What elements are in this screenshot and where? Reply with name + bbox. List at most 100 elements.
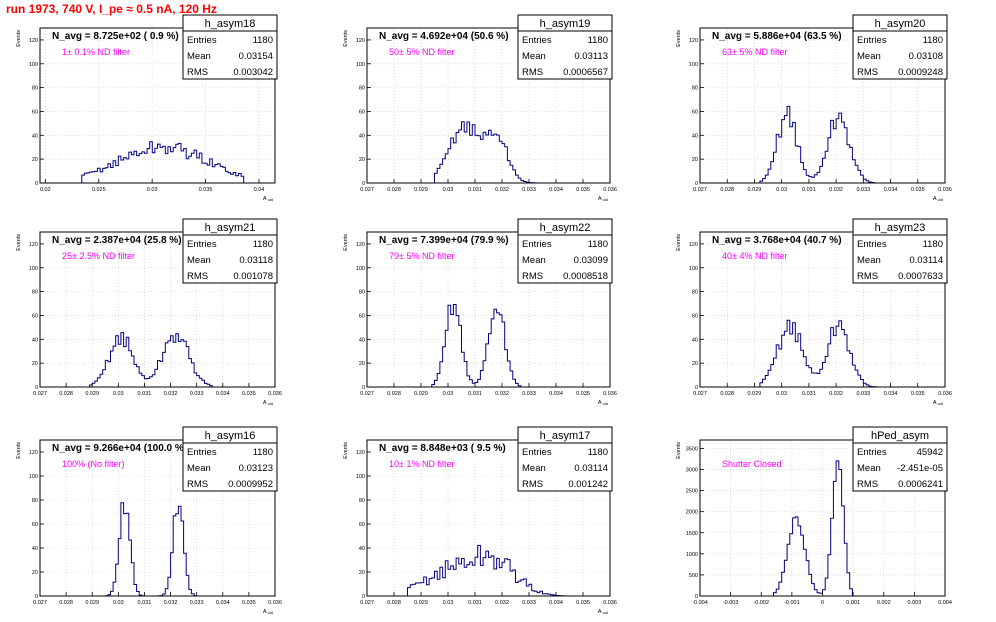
x-axis-label: A uid	[933, 400, 943, 406]
filter-annotation: 100% (No filter)	[62, 459, 125, 469]
x-tick-label: 0.03	[776, 391, 787, 397]
stats-box: h_asym21 Entries 1180 Mean 0.03118 RMS 0.00107…	[182, 218, 278, 284]
filter-annotation: Shutter Closed	[722, 459, 782, 469]
x-tick-label: 0.032	[164, 391, 178, 397]
x-tick-label: 0.033	[522, 391, 536, 397]
x-tick-label: 0.031	[138, 391, 152, 397]
histogram-name: h_asym16	[205, 430, 256, 442]
x-tick-label: 0.036	[603, 391, 617, 397]
y-tick-label: 100	[356, 266, 365, 272]
x-tick-label: 0.033	[190, 391, 204, 397]
y-tick-label: 60	[692, 109, 698, 115]
x-tick-label: 0.035	[576, 391, 590, 397]
y-tick-label: 3000	[686, 468, 698, 474]
stat-label: RMS	[857, 479, 878, 490]
histogram-line	[40, 141, 275, 184]
stats-body-box	[852, 442, 948, 492]
stat-value: 0.03113	[574, 51, 608, 62]
x-tick-label: 0.029	[85, 391, 99, 397]
histogram-name: h_asym18	[205, 18, 256, 30]
stats-box: h_asym22 Entries 1180 Mean 0.03099 RMS 0.00085…	[517, 218, 613, 284]
y-tick-label: 60	[692, 313, 698, 319]
x-tick-label: 0.027	[33, 391, 47, 397]
y-tick-label: 0	[695, 385, 698, 391]
y-tick-label: 20	[692, 361, 698, 367]
x-tick-label: 0.003	[907, 600, 921, 606]
y-tick-label: 40	[692, 337, 698, 343]
x-tick-label: 0.027	[693, 187, 707, 193]
stat-label: Mean	[522, 51, 546, 62]
x-tick-label: 0.027	[360, 391, 374, 397]
x-tick-label: 0.001	[846, 600, 860, 606]
x-tick-label: -0.002	[753, 600, 769, 606]
plot-frame	[366, 231, 611, 388]
stat-value: 0.0009248	[898, 67, 943, 78]
stat-value: 0.0006567	[563, 67, 608, 78]
x-tick-label: 0	[821, 600, 824, 606]
x-axis-label: A uid	[263, 609, 273, 615]
x-tick-label: 0.028	[387, 187, 401, 193]
x-tick-label: 0.031	[802, 187, 816, 193]
stat-label: Mean	[187, 51, 211, 62]
y-tick-label: 40	[32, 337, 38, 343]
y-tick-label: 20	[359, 157, 365, 163]
y-axis-label: Events	[343, 234, 349, 251]
x-tick-label: 0.002	[877, 600, 891, 606]
x-tick-label: 0.029	[85, 600, 99, 606]
y-tick-label: 120	[356, 38, 365, 44]
y-tick-label: 0	[362, 594, 365, 600]
y-tick-label: 60	[32, 313, 38, 319]
y-tick-label: 100	[356, 474, 365, 480]
stats-body-box	[852, 30, 948, 80]
x-tick-label: 0.028	[387, 391, 401, 397]
y-tick-label: 100	[29, 474, 38, 480]
y-tick-label: 3500	[686, 446, 698, 452]
filter-annotation: 50± 5% ND filter	[389, 47, 454, 57]
histogram-line	[40, 502, 275, 597]
histogram-name: h_asym20	[875, 18, 926, 30]
x-axis-label: A uid	[598, 609, 608, 615]
stat-label: Entries	[187, 447, 217, 458]
x-tick-label: 0.035	[242, 600, 256, 606]
run-title: run 1973, 740 V, I_pe ≈ 0.5 nA, 120 Hz	[6, 2, 217, 16]
y-tick-label: 20	[32, 361, 38, 367]
stat-value: 1180	[588, 239, 608, 250]
histogram-name: hPed_asym	[871, 430, 929, 442]
stat-label: Mean	[522, 463, 546, 474]
stat-value: 1180	[253, 447, 273, 458]
stat-value: 0.0008518	[563, 271, 608, 282]
stat-value: 1180	[588, 35, 608, 46]
x-tick-label: 0.027	[360, 600, 374, 606]
stat-label: Mean	[857, 255, 881, 266]
x-tick-label: 0.035	[576, 600, 590, 606]
x-tick-label: 0.029	[414, 391, 428, 397]
x-tick-label: 0.031	[468, 600, 482, 606]
y-tick-label: 100	[29, 266, 38, 272]
x-tick-label: 0.03	[147, 187, 158, 193]
histogram-name: h_asym21	[205, 222, 256, 234]
y-tick-label: 40	[359, 337, 365, 343]
x-tick-label: 0.027	[693, 391, 707, 397]
y-tick-label: 80	[359, 86, 365, 92]
stat-value: -2.451e-05	[897, 463, 943, 474]
histogram-name: h_asym19	[540, 18, 591, 30]
x-tick-label: 0.034	[216, 391, 230, 397]
y-tick-label: 100	[689, 62, 698, 68]
filter-annotation: 25± 2.5% ND filter	[62, 251, 135, 261]
stat-label: RMS	[187, 271, 208, 282]
y-tick-label: 60	[359, 313, 365, 319]
x-tick-label: 0.036	[268, 600, 282, 606]
stat-label: Mean	[187, 255, 211, 266]
stats-body-box	[182, 30, 278, 80]
x-tick-label: 0.004	[938, 600, 952, 606]
stats-box: h_asym18 Entries 1180 Mean 0.03154 RMS 0.00304…	[182, 14, 278, 80]
stats-box: hPed_asym Entries 45942 Mean -2.451e-05 RMS 0.…	[852, 426, 948, 492]
n-avg-label: N_avg = 3.768e+04 (40.7 %)	[712, 235, 842, 246]
plot-frame	[39, 439, 276, 597]
x-tick-label: 0.04	[254, 187, 265, 193]
n-avg-label: N_avg = 7.399e+04 (79.9 %)	[379, 235, 509, 246]
x-tick-label: 0.029	[414, 187, 428, 193]
stats-body-box	[852, 234, 948, 284]
n-avg-label: N_avg = 4.692e+04 (50.6 %)	[379, 31, 509, 42]
plot-frame	[699, 231, 946, 388]
